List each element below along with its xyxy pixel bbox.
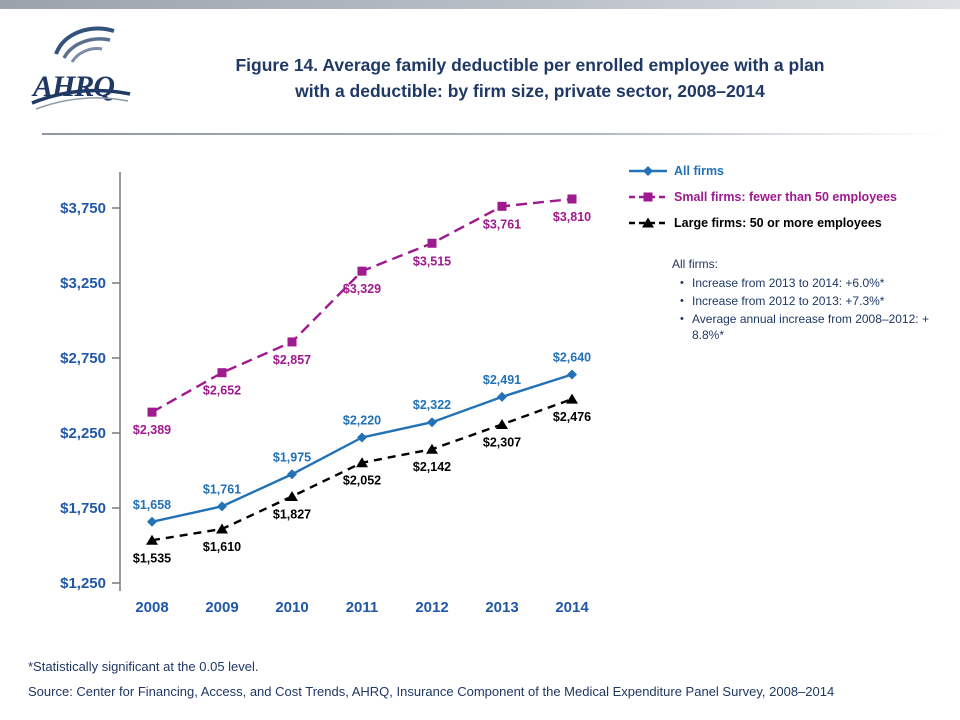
x-tick-label: 2014 [555, 599, 589, 616]
data-point-marker [356, 457, 368, 468]
data-point-marker [497, 201, 507, 211]
data-point-marker [567, 194, 577, 204]
logo-swoosh-shadow-icon [35, 97, 129, 110]
annotation-bullet: Increase from 2012 to 2013: +7.3%* [680, 293, 934, 309]
data-point-marker [147, 407, 157, 417]
x-tick-label: 2013 [485, 599, 518, 616]
data-point-label: $3,515 [413, 254, 451, 268]
title-line-2: with a deductible: by firm size, private… [295, 81, 765, 101]
data-point-marker [216, 523, 228, 534]
data-point-marker [426, 443, 438, 454]
data-point-label: $1,761 [203, 482, 241, 496]
data-point-label: $1,975 [273, 450, 311, 464]
deductible-line-chart: $1,250 $1,750 $2,250 $2,750 $3,250 $3,750 2008… [60, 172, 591, 616]
data-point-marker [643, 192, 653, 202]
chart-legend: All firms Small firms: fewer than 50 emp… [628, 164, 897, 242]
data-point-label: $2,052 [343, 474, 381, 488]
title-line-1: Figure 14. Average family deductible per… [235, 55, 825, 75]
data-point-marker [642, 217, 654, 228]
data-point-label: $3,329 [343, 282, 381, 296]
data-point-label: $2,322 [413, 398, 451, 412]
legend-item-all-firms: All firms [628, 164, 897, 178]
y-tick-label: $2,250 [60, 425, 106, 442]
annotation-title: All firms: [672, 257, 718, 271]
data-point-label: $2,389 [133, 423, 171, 437]
annotation-bullet-text: Increase from 2013 to 2014: +6.0%* [692, 276, 885, 290]
data-point-marker [643, 166, 653, 176]
slide-title: Figure 14. Average family deductible per… [150, 52, 910, 104]
data-point-label: $2,491 [483, 373, 521, 387]
annotation-box: All firms: Increase from 2013 to 2014: +… [672, 256, 934, 345]
data-point-marker [286, 490, 298, 501]
legend-item-large-firms: Large firms: 50 or more employees [628, 216, 897, 230]
data-point-marker [427, 238, 437, 248]
data-point-marker [567, 369, 577, 380]
annotation-bullet: Average annual increase from 2008–2012: … [680, 311, 934, 343]
data-point-marker [287, 469, 297, 480]
x-tick-label: 2011 [346, 599, 379, 616]
footnote: *Statistically significant at the 0.05 l… [28, 659, 259, 674]
data-point-marker [217, 368, 227, 378]
data-point-marker [427, 417, 437, 428]
data-point-label: $1,827 [273, 507, 311, 521]
hhs-eagle-icon [54, 26, 115, 63]
data-point-marker [497, 391, 507, 402]
small-firms-series-icon [629, 192, 667, 202]
data-point-label: $1,535 [133, 551, 171, 565]
legend-label: Small firms: fewer than 50 employees [674, 190, 898, 204]
top-banner [0, 0, 960, 9]
data-point-label: $2,476 [553, 410, 591, 424]
ahrq-logo: AHRQ [31, 26, 131, 110]
data-point-marker [217, 501, 227, 512]
legend-item-small-firms: Small firms: fewer than 50 employees [628, 190, 897, 204]
annotation-bullet-text: Increase from 2012 to 2013: +7.3%* [692, 294, 885, 308]
data-point-marker [357, 432, 367, 443]
data-point-label: $3,810 [553, 210, 591, 224]
title-divider [42, 133, 944, 135]
annotation-bullet-list: Increase from 2013 to 2014: +6.0%* Incre… [672, 275, 934, 343]
annotation-bullet-text: Average annual increase from 2008–2012: … [692, 312, 929, 342]
y-tick-label: $2,750 [60, 350, 106, 367]
data-point-label: $2,307 [483, 435, 521, 449]
legend-label: Large firms: 50 or more employees [674, 216, 882, 230]
y-tick-label: $3,750 [60, 200, 106, 217]
data-point-label: $1,658 [133, 498, 171, 512]
data-point-marker [357, 266, 367, 276]
x-tick-label: 2008 [135, 599, 168, 616]
data-point-label: $2,220 [343, 414, 381, 428]
y-tick-label: $1,750 [60, 500, 106, 517]
annotation-bullet: Increase from 2013 to 2014: +6.0%* [680, 275, 934, 291]
data-point-marker [287, 337, 297, 347]
data-point-marker [496, 418, 508, 429]
all-firms-series-icon [629, 166, 667, 176]
data-point-marker [566, 393, 578, 404]
x-tick-label: 2012 [415, 599, 448, 616]
large-firms-series-icon [629, 217, 667, 228]
data-point-marker [147, 516, 157, 527]
logo-swoosh-icon [31, 88, 131, 105]
data-point-label: $2,640 [553, 351, 591, 365]
data-point-label: $1,610 [203, 540, 241, 554]
y-tick-label: $1,250 [60, 575, 106, 592]
data-point-label: $2,857 [273, 353, 311, 367]
y-tick-label: $3,250 [60, 275, 106, 292]
source-line: Source: Center for Financing, Access, an… [28, 684, 835, 699]
data-point-label: $2,652 [203, 384, 241, 398]
data-point-label: $3,761 [483, 217, 521, 231]
data-point-label: $2,142 [413, 460, 451, 474]
x-tick-label: 2010 [275, 599, 308, 616]
data-point-marker [146, 534, 158, 545]
x-tick-label: 2009 [205, 599, 238, 616]
legend-label: All firms [674, 164, 725, 178]
